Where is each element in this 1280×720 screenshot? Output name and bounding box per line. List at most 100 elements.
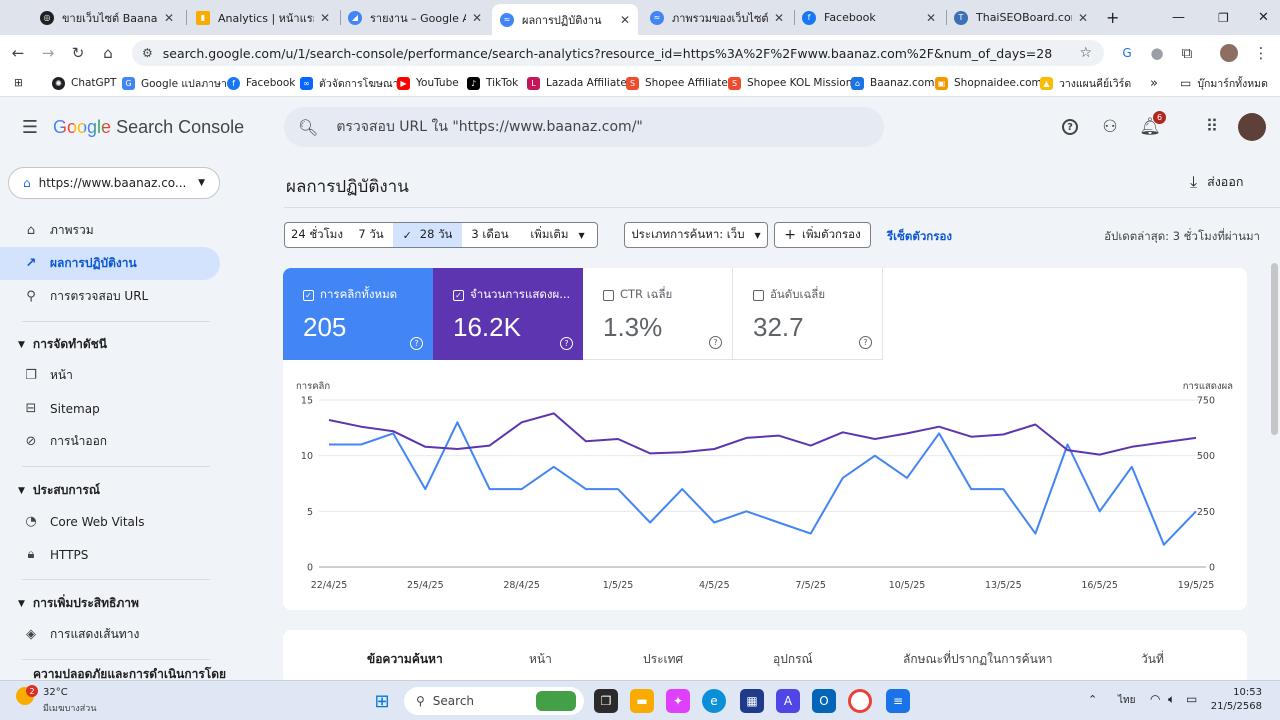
bookmark-item[interactable]: ∞ ตัวจัดการโฆษณา [300,75,399,91]
minimize-icon[interactable]: — [1172,10,1185,25]
clock-date[interactable]: 21/5/2568 [1210,701,1262,712]
nav-breadcrumbs[interactable]: ◈ การแสดงเส้นทาง [8,618,220,651]
weather-desc[interactable]: มีเมฆบางส่วน [43,704,97,714]
help-icon[interactable]: ? [560,337,573,350]
help-icon[interactable]: ? [1058,115,1082,139]
outlook-icon[interactable]: O [812,689,836,713]
range-7d-button[interactable]: 7 วัน [349,222,394,248]
new-tab-button[interactable]: + [1106,8,1120,27]
nav-core-web-vitals[interactable]: ◔ Core Web Vitals [8,505,220,538]
tab-devices[interactable]: อุปกรณ์ [773,652,813,666]
weather-temp[interactable]: 32°C [43,687,68,698]
browser-tab[interactable]: f Facebook ✕ [794,4,944,31]
bookmark-item[interactable]: S Shopee Affiliate [626,75,728,91]
bookmark-item[interactable]: ▣ Shopnaidee.com [935,75,1042,91]
bookmarks-more[interactable]: » [1150,75,1158,91]
tab-queries[interactable]: ข้อความค้นหา [367,652,443,666]
browser-tab[interactable]: ◎ ขายเว็บไซต์ Baanaz.co ✕ [32,4,182,31]
browser-tab[interactable]: ▮ Analytics | หน้าแรก ✕ [188,4,338,31]
volume-icon[interactable]: 🔈︎ [1168,692,1176,706]
manage-users-icon[interactable]: ⚇ [1102,117,1118,137]
nav-performance[interactable]: ↗ ผลการปฏิบัติงาน [0,247,220,280]
copilot-icon[interactable]: ✦ [666,689,690,713]
checkbox-unchecked-icon[interactable] [753,289,764,301]
tab-search-appearance[interactable]: ลักษณะที่ปรากฏในการค้นหา [903,652,1053,666]
scrollbar-thumb[interactable] [1271,263,1278,435]
metric-avg-position[interactable]: อันดับเฉลี่ย 32.7 ? [733,268,883,360]
tab-countries[interactable]: ประเทศ [643,652,684,666]
input-language[interactable]: ไทย [1118,695,1136,706]
clock-time[interactable]: 10:53 [1233,687,1262,698]
bookmark-item[interactable]: f Facebook [227,75,295,91]
task-view-icon[interactable]: ❐ [594,689,618,713]
reload-icon[interactable]: ↻ [71,44,85,62]
checkbox-unchecked-icon[interactable] [603,289,614,301]
bookmark-star-icon[interactable]: ☆ [1079,45,1092,61]
bookmark-item[interactable]: ♪ TikTok [467,75,518,91]
profile-avatar[interactable] [1220,44,1238,62]
add-filter-button[interactable]: + เพิ่มตัวกรอง [774,222,871,248]
chevron-up-icon[interactable]: ⌃ [1088,693,1098,706]
browser-tab[interactable]: T ThaiSEOBoard.com - ✕ [946,4,1096,31]
tab-pages[interactable]: หน้า [529,652,552,666]
metric-impressions[interactable]: ✓ จำนวนการแสดงผ... 16.2K ? [433,268,583,360]
window-close-icon[interactable]: ✕ [1258,10,1269,25]
nav-removals[interactable]: ⊘ การนำออก [8,425,220,458]
forward-arrow-icon[interactable]: → [41,44,55,62]
chrome-icon[interactable] [848,689,872,713]
help-icon[interactable]: ? [859,336,872,349]
metric-total-clicks[interactable]: ✓ การคลิกทั้งหมด 205 ? [283,268,433,360]
browser-tab-active[interactable]: ≈ ผลการปฏิบัติงาน ✕ [492,4,638,35]
bookmark-item[interactable]: ✺ ChatGPT [52,75,116,91]
range-28d-button[interactable]: ✓ 28 วัน [393,222,463,248]
nav-overview[interactable]: ⌂ ภาพรวม [8,214,220,247]
reset-filters-link[interactable]: รีเซ็ตตัวกรอง [887,229,952,243]
nav-section-enhancements[interactable]: ▼ การเพิ่มประสิทธิภาพ [18,594,139,613]
back-arrow-icon[interactable]: ← [11,44,25,62]
nav-section-security[interactable]: ความปลอดภัยและการดำเนินการโดย [18,665,226,684]
range-more-button[interactable]: เพิ่มเติม ▼ [518,222,598,248]
apps-grid-icon[interactable]: ⊞ [14,77,23,89]
close-icon[interactable]: ✕ [319,10,330,25]
nav-sitemap[interactable]: ⊟ Sitemap [8,392,220,425]
bookmark-item[interactable]: L Lazada Affiliate [527,75,627,91]
performance-line-chart[interactable]: การคลิก การแสดงผล 15 750 10 500 5 250 0 0 22/4/25 2… [283,360,1247,610]
file-explorer-icon[interactable]: ▬ [630,689,654,713]
close-icon[interactable]: ✕ [925,10,936,25]
google-apps-icon[interactable]: ⠿ [1205,117,1219,137]
close-icon[interactable]: ✕ [163,10,174,25]
nav-pages[interactable]: ❐ หน้า [8,359,220,392]
export-button[interactable]: ⤓ ส่งออก [1190,172,1243,192]
close-icon[interactable]: ✕ [773,10,784,25]
range-24h-button[interactable]: 24 ชั่วโมง [284,222,350,248]
nav-url-inspection[interactable]: ⚲ การตรวจสอบ URL [8,280,220,313]
menu-dots-icon[interactable]: ⋮ [1253,44,1269,62]
property-selector[interactable]: ⌂ https://www.baanaz.co... ▼ [8,167,220,199]
nav-section-experience[interactable]: ▼ ประสบการณ์ [18,481,100,500]
metric-avg-ctr[interactable]: CTR เฉลี่ย 1.3% ? [583,268,733,360]
help-icon[interactable]: ? [709,336,722,349]
bookmark-item[interactable]: ▶ YouTube [397,75,459,91]
extension-icon[interactable]: ● [1150,44,1164,62]
search-input[interactable]: ตรวจสอบ URL ใน "https://www.baanaz.com/" [336,119,643,135]
tab-dates[interactable]: วันที่ [1141,652,1164,666]
battery-icon[interactable]: ▭ [1186,692,1198,706]
search-type-dropdown[interactable]: ประเภทการค้นหา: เว็บ ▼ [624,222,768,248]
store-icon[interactable]: ▦ [740,689,764,713]
restore-icon[interactable]: ❐ [1218,10,1229,25]
bookmark-item[interactable]: ▲ วางแผนคีย์เวิร์ด [1040,75,1131,91]
close-icon[interactable]: ✕ [619,12,630,27]
browser-tab[interactable]: ◢ รายงาน – Google AdS ✕ [340,4,490,31]
bookmark-item[interactable]: S Shopee KOL Mission [728,75,852,91]
bookmark-item[interactable]: ⌂ Baanaz.com [851,75,934,91]
windows-start-icon[interactable]: ⊞ [374,690,390,712]
bookmark-item[interactable]: G Google แปลภาษา [122,75,227,91]
account-avatar[interactable] [1238,113,1266,141]
home-icon[interactable]: ⌂ [103,44,113,62]
browser-tab[interactable]: ≈ ภาพรวมของเว็บไซต์ ✕ [642,4,792,31]
hamburger-menu-icon[interactable]: ☰ [21,116,39,138]
wifi-icon[interactable]: ◠ [1150,692,1161,706]
close-icon[interactable]: ✕ [471,10,482,25]
translate-icon[interactable]: G [1122,46,1132,60]
url-inspection-search[interactable]: 🔍︎ ตรวจสอบ URL ใน "https://www.baanaz.co… [284,107,884,147]
